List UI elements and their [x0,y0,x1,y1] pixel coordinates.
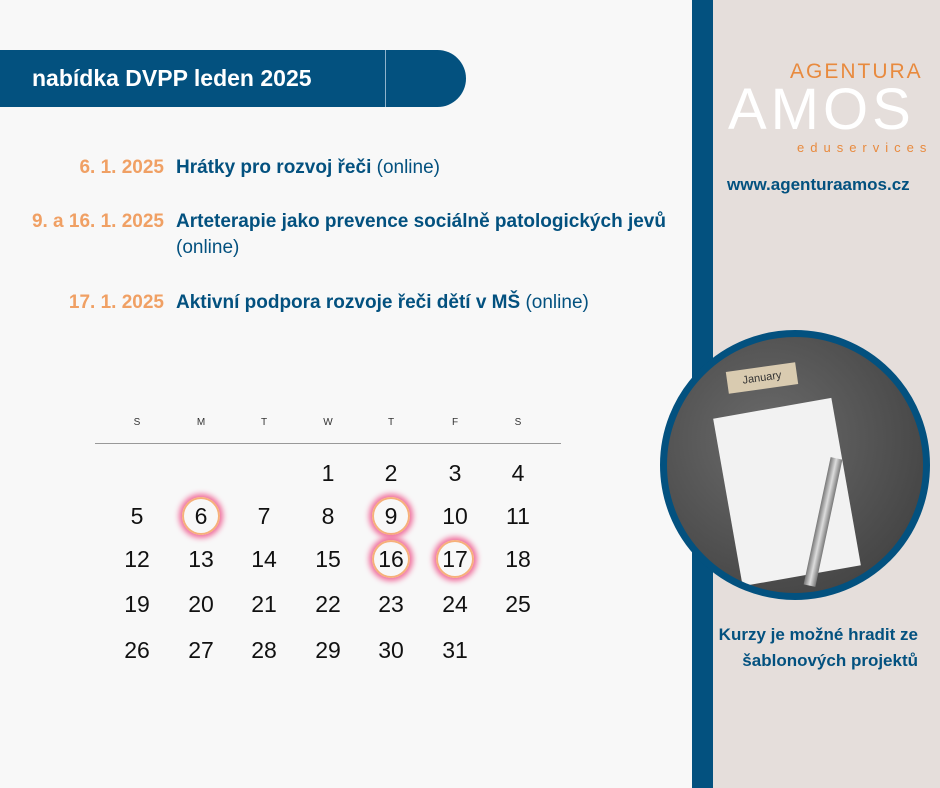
calendar-day-highlighted: 9 [372,497,410,535]
calendar-day: 12 [124,546,150,572]
logo-sub: eduservices [797,140,933,155]
weekday-header: M [196,417,206,428]
calendar-day: 13 [188,546,214,572]
event-date: 17. 1. 2025 [68,292,164,313]
calendar-day: 18 [505,546,531,572]
january-tag: January [725,362,799,394]
calendar-day: 29 [315,637,341,663]
calendar-day: 1 [321,460,335,486]
weekday-header: T [387,417,395,428]
calendar-day: 22 [315,591,341,617]
calendar-day: 30 [378,637,404,663]
event-mode: (online) [176,237,240,258]
event-date: 6. 1. 2025 [79,157,164,178]
calendar-day: 25 [505,591,531,617]
calendar-day: 4 [511,460,525,486]
calendar-day: 19 [124,591,150,617]
calendar-day: 2 [384,460,398,486]
website-link[interactable]: www.agenturaamos.cz [727,175,910,194]
calendar-day: 8 [321,503,335,529]
calendar-day-highlighted: 6 [182,497,220,535]
page-title: nabídka DVPP leden 2025 [32,65,312,91]
calendar-day: 10 [442,503,468,529]
calendar-day: 15 [315,546,341,572]
event-item: 9. a 16. 1. 2025 Arteterapie jako prevenc… [32,209,676,261]
calendar-day: 3 [448,460,462,486]
event-mode: (online) [376,157,440,178]
calendar-day-highlighted: 17 [436,540,474,578]
event-date: 9. a 16. 1. 2025 [31,211,164,232]
weekday-header: F [451,417,459,428]
event-item: 17. 1. 2025 Aktivní podpora rozvoje řeči … [69,290,589,316]
weekday-header: T [260,417,268,428]
calendar-day-highlighted: 16 [372,540,410,578]
header-banner: nabídka DVPP leden 2025 [0,50,466,107]
logo-main: AMOS [728,77,915,142]
calendar-day: 7 [257,503,271,529]
calendar-day: 11 [506,503,530,529]
calendar-day: 26 [124,637,150,663]
weekday-header: S [514,417,522,428]
event-mode: (online) [525,292,589,313]
event-title: Hrátky pro rozvoj řeči [176,157,372,178]
funding-note: Kurzy je možné hradit ze šablonových pro… [718,625,918,670]
weekday-header: S [133,417,141,428]
calendar-day: 27 [188,637,214,663]
event-item: 6. 1. 2025 Hrátky pro rozvoj řeči (online… [79,155,440,181]
calendar-day: 28 [251,637,277,663]
calendar-day: 24 [442,591,468,617]
event-title: Arteterapie jako prevence sociálně patol… [176,211,666,232]
calendar-day: 21 [251,591,277,617]
calendar-day: 5 [130,503,144,529]
calendar-day: 23 [378,591,404,617]
weekday-header: W [323,417,333,428]
notepad-photo: January [660,330,930,600]
calendar-day: 31 [442,637,468,663]
notepad [713,397,861,587]
divider [385,50,386,107]
event-title: Aktivní podpora rozvoje řeči dětí v MŠ [176,292,521,313]
calendar-day: 20 [188,591,214,617]
logo-top: AGENTURA [790,60,923,83]
calendar-day: 14 [251,546,277,572]
calendar-rule [95,443,561,444]
